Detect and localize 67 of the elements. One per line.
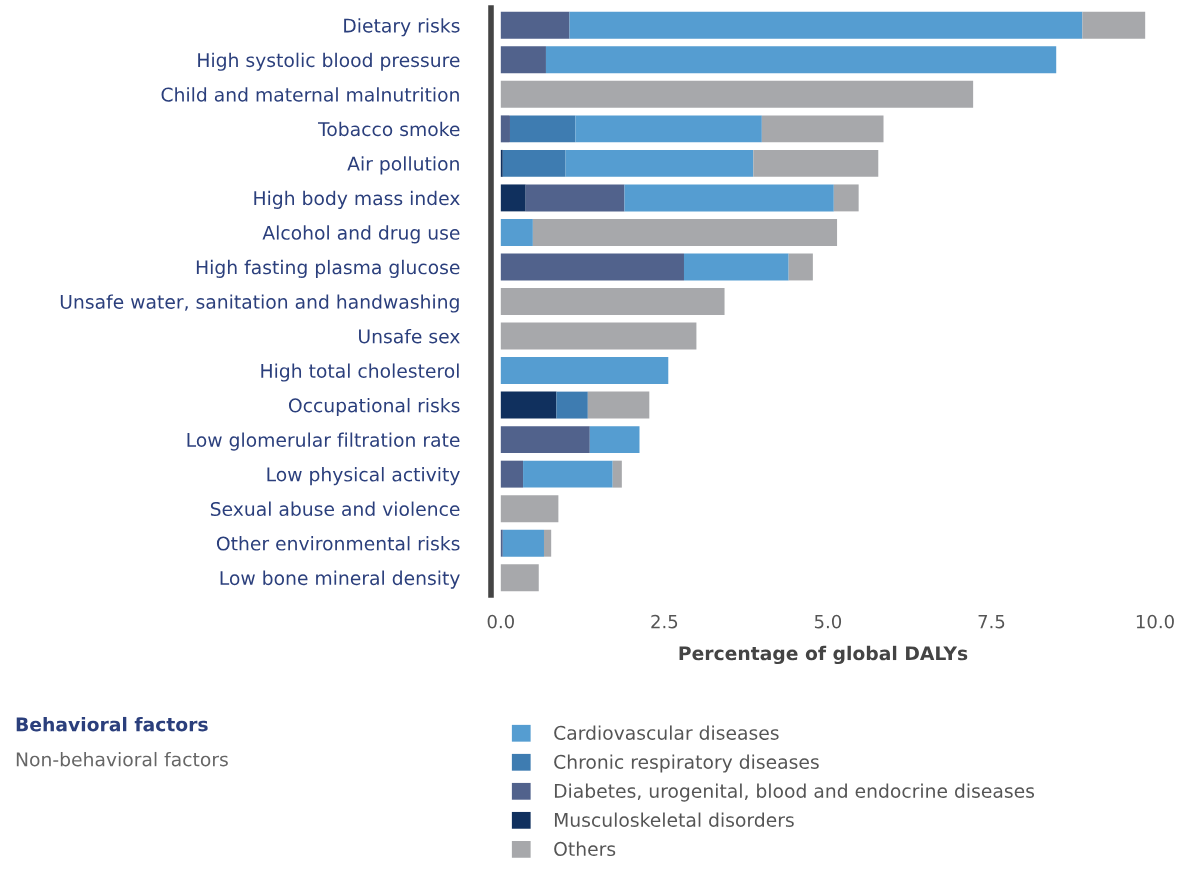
bar (565, 149, 754, 177)
bar (500, 391, 557, 419)
y-tick-label: Low bone mineral density (220, 570, 460, 589)
bar (500, 357, 669, 385)
bar (569, 11, 1083, 39)
bar (532, 218, 838, 246)
y-tick-label: Low glomerular filtration rate (187, 432, 460, 451)
y-tick-label: Tobacco smoke (317, 121, 460, 137)
y-tick-label: Sexual abuse and violence (210, 501, 460, 517)
y-tick-label: Unsafe sex (359, 328, 460, 344)
bar (589, 426, 640, 454)
bar (761, 115, 884, 143)
x-tick-label: 10.0 (1136, 614, 1174, 629)
y-tick-label: Air pollution (347, 156, 459, 175)
bar (500, 426, 590, 454)
bar (833, 184, 859, 212)
text: Non-behavioral factors (16, 751, 228, 767)
bar (500, 288, 725, 315)
x-tick-label: 0.0 (487, 614, 514, 629)
bar (502, 149, 566, 177)
bar (500, 11, 570, 39)
x-axis-title: Percentage of global DALYs (679, 645, 968, 665)
legend-label: Cardiovascular diseases (554, 725, 779, 740)
y-tick-label: Child and maternal malnutrition (161, 87, 459, 102)
y-tick-label: High systolic blood pressure (198, 52, 460, 71)
bar (500, 564, 539, 592)
y-tick-label: Occupational risks (288, 397, 460, 417)
bar (683, 253, 789, 281)
bar (575, 115, 762, 143)
y-tick-label: Low physical activity (267, 467, 460, 486)
bar (523, 460, 613, 488)
legend-label: Musculoskeletal disorders (554, 812, 794, 828)
bar (502, 529, 544, 557)
y-tick-label: Dietary risks (344, 18, 460, 37)
x-tick-label: 7.5 (978, 615, 1005, 629)
y-tick-label: Other environmental risks (216, 536, 460, 551)
y-tick-label: High total cholesterol (261, 363, 459, 382)
bar (500, 46, 546, 74)
bar (525, 184, 625, 212)
y-tick-label: Alcohol and drug use (262, 225, 460, 244)
y-tick-label: High fasting plasma glucose (196, 259, 460, 278)
bar (753, 149, 879, 177)
bar (500, 80, 974, 108)
bar (500, 322, 697, 350)
bar (500, 184, 526, 212)
x-tick-label: 5.0 (814, 614, 842, 629)
bar (612, 460, 622, 488)
bar (587, 391, 650, 419)
bar (500, 253, 684, 281)
bar (543, 529, 552, 557)
bar (500, 495, 559, 523)
bar (545, 46, 1057, 74)
x-tick-label: 2.5 (651, 614, 678, 629)
bar (624, 184, 834, 212)
bar (509, 115, 576, 143)
y-tick-label: Unsafe water, sanitation and handwashing (60, 294, 459, 313)
bar (556, 391, 588, 419)
bar (500, 460, 524, 488)
y-tick-label: High body mass index (254, 190, 460, 209)
bar (1082, 11, 1146, 39)
bar (500, 218, 533, 246)
bar (500, 115, 510, 143)
legend-label: Chronic respiratory diseases (554, 754, 819, 773)
legend-label: Others (554, 841, 616, 857)
bar (788, 253, 813, 281)
legend-label: Diabetes, urogenital, blood and endocrine diseases (554, 783, 1035, 802)
text: Behavioral factors (16, 716, 208, 732)
